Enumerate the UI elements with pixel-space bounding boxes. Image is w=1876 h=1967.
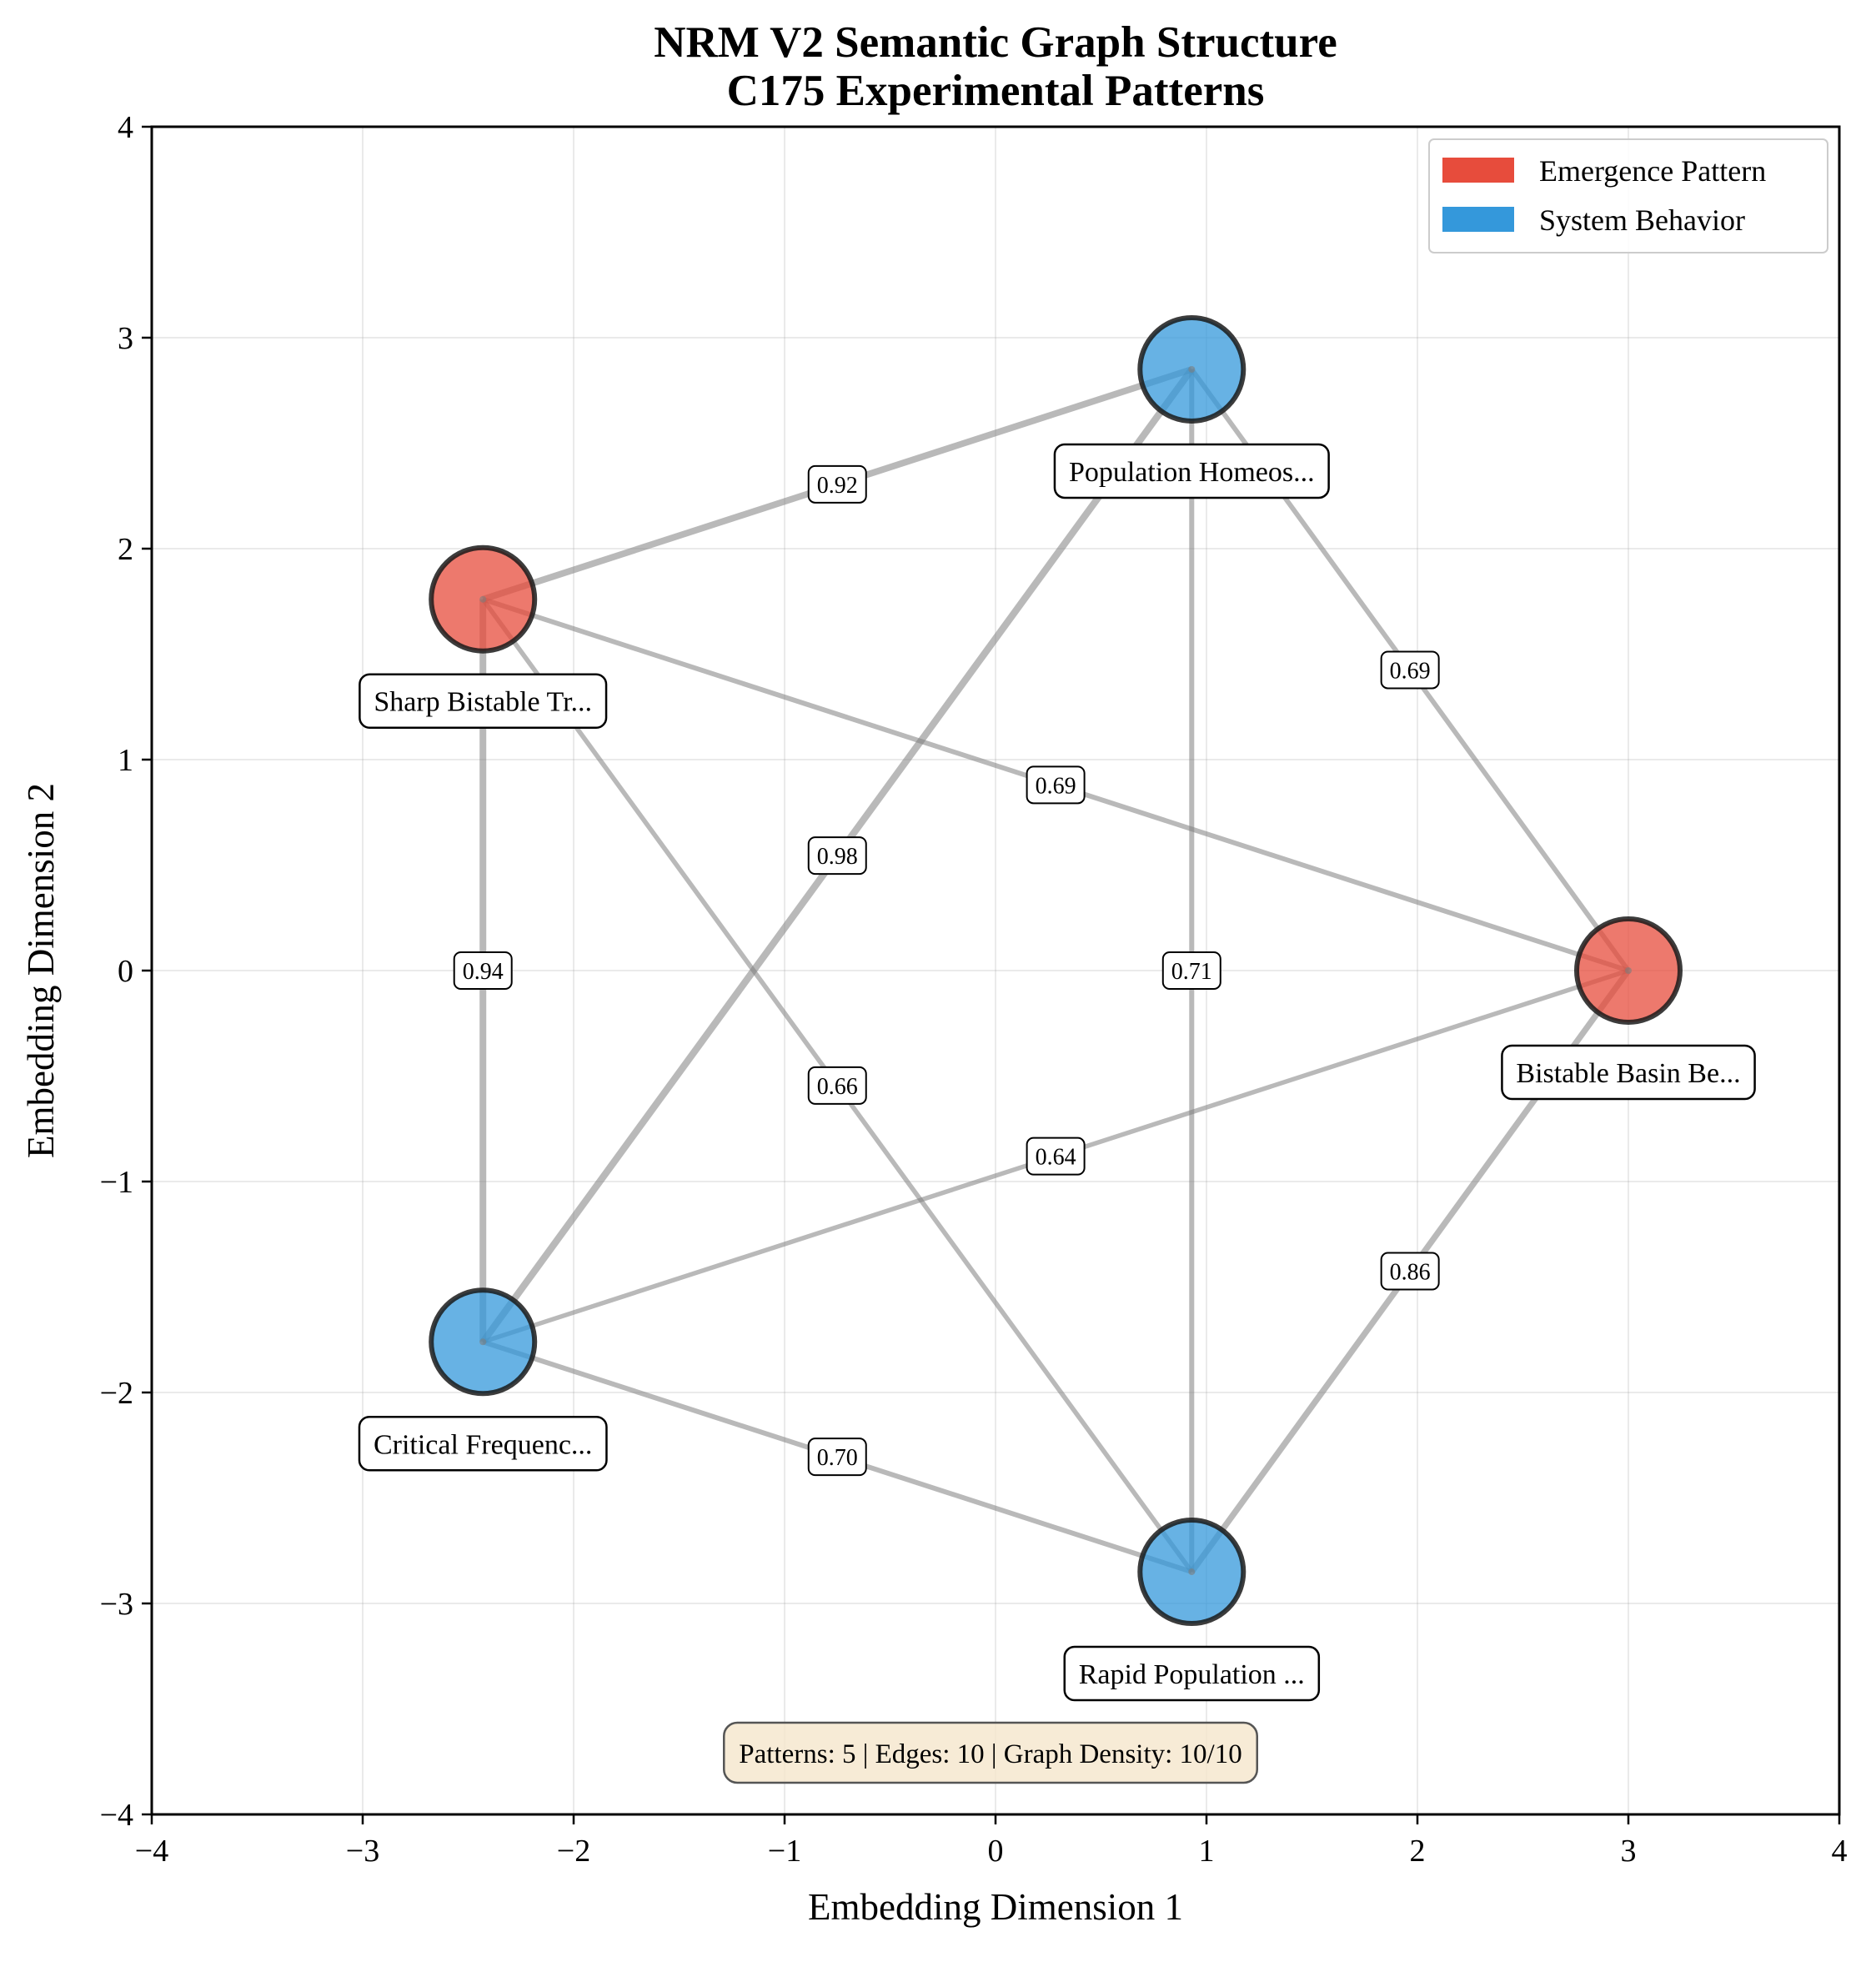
edge-label-box bbox=[1161, 951, 1221, 990]
edge-weight-label: 0.66 bbox=[807, 1066, 867, 1105]
x-tick-label: 4 bbox=[1832, 1834, 1848, 1869]
edge-labels: 0.92 0.69 0.94 0.66 0.69 0.98 0.71 0.64 0.86 0.70 bbox=[453, 464, 1440, 1477]
node-label: Bistable Basin Be... bbox=[1501, 1044, 1756, 1101]
edge-weight-label: 0.64 bbox=[1026, 1137, 1086, 1176]
edge-label-box bbox=[807, 1066, 867, 1105]
edge-weight-text: 0.71 bbox=[1171, 959, 1212, 985]
legend-label: System Behavior bbox=[1539, 203, 1745, 237]
node-label-box bbox=[359, 673, 608, 729]
summary-text: Patterns: 5 | Edges: 10 | Graph Density:… bbox=[739, 1739, 1241, 1769]
node-label: Critical Frequenc... bbox=[358, 1416, 608, 1472]
edge-weight-text: 0.98 bbox=[817, 844, 858, 870]
edge-label-box bbox=[1026, 1137, 1086, 1176]
node-label-box bbox=[1501, 1044, 1756, 1101]
x-tick-label: 2 bbox=[1410, 1834, 1426, 1869]
node-label-text: Sharp Bistable Tr... bbox=[374, 687, 592, 718]
node-label: Rapid Population ... bbox=[1063, 1645, 1321, 1702]
y-tick-label: −3 bbox=[100, 1587, 133, 1622]
edge-weight-text: 0.70 bbox=[817, 1445, 858, 1471]
y-tick-label: 3 bbox=[118, 321, 133, 356]
node-label-text: Bistable Basin Be... bbox=[1516, 1058, 1740, 1089]
edge-label-box bbox=[807, 464, 867, 504]
edge-weight-text: 0.92 bbox=[817, 473, 858, 499]
legend-box bbox=[1428, 138, 1828, 253]
edge-weight-label: 0.69 bbox=[1380, 650, 1440, 690]
summary-box bbox=[723, 1721, 1258, 1784]
legend-swatch bbox=[1442, 158, 1514, 183]
y-tick-label: −4 bbox=[100, 1798, 133, 1833]
edge-weight-label: 0.92 bbox=[807, 464, 867, 504]
x-tick-label: 0 bbox=[988, 1834, 1004, 1869]
edge-label-box bbox=[807, 1438, 867, 1477]
node-label: Sharp Bistable Tr... bbox=[359, 673, 608, 729]
x-tick-label: −3 bbox=[346, 1834, 379, 1869]
legend-label: Emergence Pattern bbox=[1539, 154, 1766, 188]
edge-weight-label: 0.71 bbox=[1161, 951, 1221, 990]
node-label-box bbox=[1053, 443, 1330, 499]
x-tick-label: 1 bbox=[1199, 1834, 1215, 1869]
y-tick-label: 1 bbox=[118, 743, 133, 778]
y-tick-label: 4 bbox=[118, 110, 133, 145]
x-tick-label: −1 bbox=[768, 1834, 801, 1869]
edge-weight-text: 0.69 bbox=[1036, 773, 1076, 799]
edge-label-box bbox=[1380, 650, 1440, 690]
edge-label-box bbox=[807, 836, 867, 876]
chart-title-line: C175 Experimental Patterns bbox=[727, 67, 1265, 115]
edge-weight-label: 0.98 bbox=[807, 836, 867, 876]
y-tick-label: −2 bbox=[100, 1376, 133, 1411]
y-axis-label: Embedding Dimension 2 bbox=[20, 783, 62, 1158]
edge-weight-text: 0.69 bbox=[1390, 658, 1431, 684]
edge-weight-text: 0.86 bbox=[1390, 1260, 1431, 1286]
node-label-text: Rapid Population ... bbox=[1079, 1659, 1305, 1690]
edge-label-box bbox=[1380, 1252, 1440, 1291]
summary-annotation: Patterns: 5 | Edges: 10 | Graph Density:… bbox=[723, 1721, 1258, 1784]
edge-label-box bbox=[1026, 765, 1086, 805]
x-tick-label: 3 bbox=[1621, 1834, 1637, 1869]
graph-node-center bbox=[1188, 365, 1196, 373]
edge-weight-text: 0.94 bbox=[463, 959, 504, 985]
edge-weight-text: 0.66 bbox=[817, 1074, 858, 1100]
edge-weight-label: 0.86 bbox=[1380, 1252, 1440, 1291]
axes: −4 −3 −2 −1 0 1 2 3 4 −4 −3 −2 −1 0 1 2 3 4 Embedding Dime… bbox=[20, 110, 1848, 1928]
x-tick-label: −2 bbox=[557, 1834, 590, 1869]
legend: Emergence Pattern System Behavior bbox=[1428, 138, 1828, 253]
graph-node-center bbox=[479, 595, 487, 603]
node-label-text: Critical Frequenc... bbox=[374, 1429, 592, 1460]
nodes bbox=[429, 314, 1683, 1627]
node-label: Population Homeos... bbox=[1053, 443, 1330, 499]
graph-node-center bbox=[479, 1338, 487, 1346]
y-tick-label: 0 bbox=[118, 954, 133, 989]
x-axis-label: Embedding Dimension 1 bbox=[808, 1886, 1183, 1928]
edge-weight-text: 0.64 bbox=[1036, 1145, 1076, 1171]
edge-weight-label: 0.69 bbox=[1026, 765, 1086, 805]
y-tick-label: 2 bbox=[118, 532, 133, 567]
node-labels: Sharp Bistable Tr... Population Homeos...… bbox=[358, 443, 1756, 1702]
edge-weight-label: 0.94 bbox=[453, 951, 513, 990]
node-label-text: Population Homeos... bbox=[1069, 457, 1315, 488]
chart-title-line: NRM V2 Semantic Graph Structure bbox=[654, 18, 1337, 67]
legend-swatch bbox=[1442, 207, 1514, 232]
edge-label-box bbox=[453, 951, 513, 990]
node-label-box bbox=[1063, 1645, 1321, 1702]
graph-node-center bbox=[1188, 1568, 1196, 1576]
y-tick-label: −1 bbox=[100, 1165, 133, 1200]
graph-node-center bbox=[1625, 967, 1632, 974]
x-tick-label: −4 bbox=[135, 1834, 168, 1869]
edge-weight-label: 0.70 bbox=[807, 1438, 867, 1477]
node-label-box bbox=[358, 1416, 608, 1472]
